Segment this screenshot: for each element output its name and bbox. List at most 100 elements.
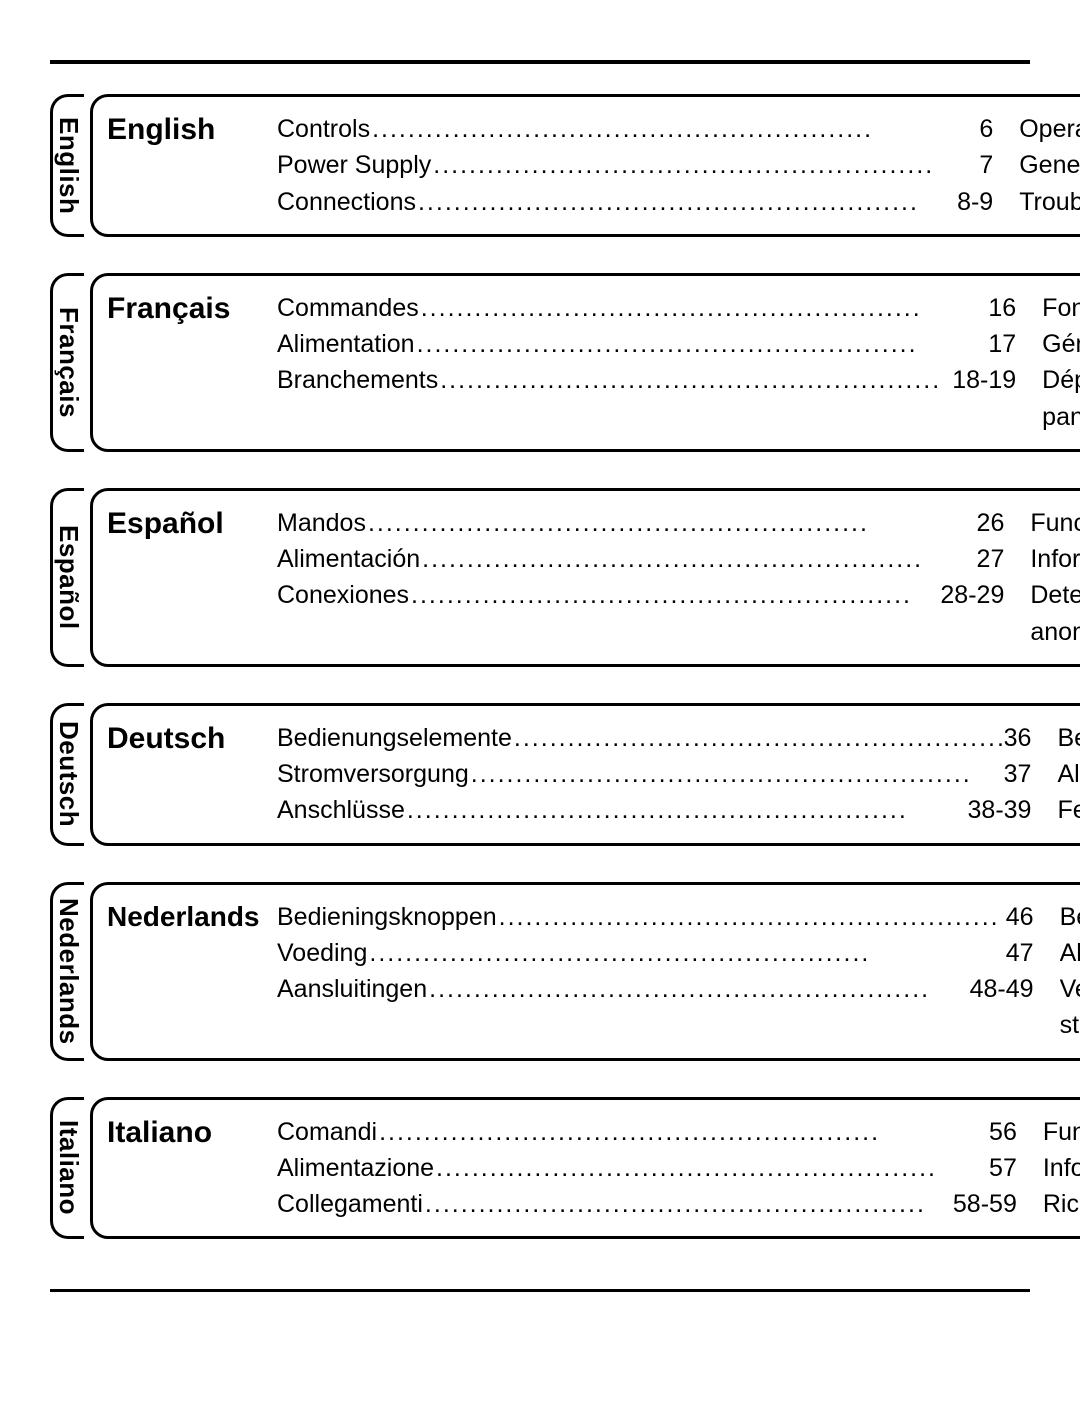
toc-leader-dots: ........................................… xyxy=(370,111,979,147)
toc-entry-pages: 8-9 xyxy=(957,184,993,220)
toc-entry-label: Controls xyxy=(277,111,370,147)
toc-entry: Alimentación............................… xyxy=(277,541,1004,577)
toc-entry-label: Detección de xyxy=(1030,577,1080,613)
toc-column-right: Funzionamento...........................… xyxy=(1043,1114,1080,1223)
toc-column-right: Fonctionnement..........................… xyxy=(1042,290,1080,435)
toc-column-left: Bedieningsknoppen.......................… xyxy=(277,899,1034,1044)
toc-entry: Collegamenti............................… xyxy=(277,1186,1017,1222)
toc-leader-dots: ........................................… xyxy=(427,971,970,1007)
toc-column-left: Commandes...............................… xyxy=(277,290,1016,435)
toc-entry: Operation...............................… xyxy=(1019,111,1080,147)
toc-leader-dots: ........................................… xyxy=(416,184,957,220)
language-tab-label: Deutsch xyxy=(53,721,84,827)
toc-entry-label: storingen xyxy=(1060,1007,1080,1043)
language-box: FrançaisCommandes.......................… xyxy=(90,273,1080,452)
language-tab: Español xyxy=(50,488,84,667)
toc-column-left: Controls................................… xyxy=(277,111,993,220)
toc-entry-label: Bedieningsknoppen xyxy=(277,899,497,935)
bottom-rule xyxy=(50,1289,1030,1292)
toc-entry-label: Troubleshooting xyxy=(1019,184,1080,220)
toc-entry-pages: 26 xyxy=(977,505,1005,541)
toc-entry-label: Verhelpen van xyxy=(1060,971,1080,1007)
toc-entry-pages: 7 xyxy=(979,147,993,183)
toc-entry-label: Stromversorgung xyxy=(277,756,469,792)
toc-entry: Branchements............................… xyxy=(277,362,1016,398)
toc-entry-pages: 37 xyxy=(1004,756,1032,792)
toc-entry-label: Funcionamiento xyxy=(1030,505,1080,541)
toc-leader-dots: ........................................… xyxy=(405,792,968,828)
toc-column-right: Funcionamiento..........................… xyxy=(1030,505,1080,650)
toc-entry: Información general.....................… xyxy=(1030,541,1080,577)
toc-entry: Bedienungselemente......................… xyxy=(277,720,1031,756)
language-section-nederlands: NederlandsNederlandsBedieningsknoppen...… xyxy=(50,882,1030,1061)
toc-entry-label: Conexiones xyxy=(277,577,409,613)
language-tab-label: Italiano xyxy=(53,1120,84,1215)
language-heading: English xyxy=(107,111,267,147)
language-section-espanol: EspañolEspañolMandos....................… xyxy=(50,488,1030,667)
toc-columns: Commandes...............................… xyxy=(277,290,1080,435)
toc-entry: General information.....................… xyxy=(1019,147,1080,183)
toc-entry: Controls................................… xyxy=(277,111,993,147)
toc-entry-label: Branchements xyxy=(277,362,438,398)
toc-leader-dots: ........................................… xyxy=(420,541,976,577)
toc-columns: Bedienungselemente......................… xyxy=(277,720,1080,829)
toc-entry-label: Bediening xyxy=(1060,899,1080,935)
toc-entry: Conexiones..............................… xyxy=(277,577,1004,613)
toc-entry-label: Fonctionnement xyxy=(1042,290,1080,326)
toc-entry-label: General information xyxy=(1019,147,1080,183)
language-heading: Italiano xyxy=(107,1114,267,1150)
toc-leader-dots: ........................................… xyxy=(423,1186,953,1222)
language-box: Italiano Comandi.........................… xyxy=(90,1097,1080,1240)
toc-entry-pages: 18-19 xyxy=(952,362,1016,398)
language-box: DeutschBedienungselemente...............… xyxy=(90,703,1080,846)
toc-entry-pages: 58-59 xyxy=(953,1186,1017,1222)
toc-leader-dots: ........................................… xyxy=(409,577,940,613)
toc-entry-pages: 56 xyxy=(989,1114,1017,1150)
toc-entry: Anschlüsse..............................… xyxy=(277,792,1031,828)
toc-columns: Bedieningsknoppen.......................… xyxy=(277,899,1080,1044)
toc-entry-label: Comandi xyxy=(277,1114,377,1150)
toc-entry-label: Funzionamento xyxy=(1043,1114,1080,1150)
language-tab: Deutsch xyxy=(50,703,84,846)
toc-entry: Stromversorgung.........................… xyxy=(277,756,1031,792)
toc-entry-label: Allg. Informationen xyxy=(1057,756,1080,792)
toc-leader-dots: ........................................… xyxy=(434,1150,989,1186)
language-heading: Español xyxy=(107,505,267,541)
toc-entry-label: Power Supply xyxy=(277,147,431,183)
toc-entry: Funzionamento...........................… xyxy=(1043,1114,1080,1150)
toc-entry-label: Alimentation xyxy=(277,326,415,362)
toc-entry: Alimentazione...........................… xyxy=(277,1150,1017,1186)
toc-entry-label: Dépistage des xyxy=(1042,362,1080,398)
toc-columns: Controls................................… xyxy=(277,111,1080,220)
toc-leader-dots: ........................................… xyxy=(377,1114,989,1150)
sections-container: EnglishEnglishControls..................… xyxy=(50,94,1030,1239)
toc-entry-label: pannes xyxy=(1042,399,1080,435)
toc-entry-label: Informazioni generali xyxy=(1043,1150,1080,1186)
language-tab: Français xyxy=(50,273,84,452)
toc-entry-pages: 48-49 xyxy=(970,971,1034,1007)
language-tab-label: Español xyxy=(53,525,84,630)
language-tab: Nederlands xyxy=(50,882,84,1061)
toc-entry-label: Commandes xyxy=(277,290,419,326)
language-box: English Controls.........................… xyxy=(90,94,1080,237)
toc-column-right: Operation...............................… xyxy=(1019,111,1080,220)
toc-entry: Informazioni generali...................… xyxy=(1043,1150,1080,1186)
toc-entry: Bediening...............................… xyxy=(1060,899,1080,935)
toc-leader-dots: ........................................… xyxy=(438,362,952,398)
language-section-francais: FrançaisFrançaisCommandes...............… xyxy=(50,273,1030,452)
toc-entry-pages: 57 xyxy=(989,1150,1017,1186)
toc-entry-label: Operation xyxy=(1019,111,1080,147)
toc-leader-dots: ........................................… xyxy=(419,290,989,326)
toc-entry: Alimentation............................… xyxy=(277,326,1016,362)
toc-entry: Généralités.............................… xyxy=(1042,326,1080,362)
page: EnglishEnglish Controls..................… xyxy=(0,0,1080,1372)
toc-entry-pages: 16 xyxy=(988,290,1016,326)
toc-entry-label: Bedienungselemente xyxy=(277,720,512,756)
toc-entry-pages: 28-29 xyxy=(940,577,1004,613)
toc-entry-label: Anschlüsse xyxy=(277,792,405,828)
toc-leader-dots: ........................................… xyxy=(415,326,989,362)
toc-entry-label: Généralités xyxy=(1042,326,1080,362)
language-section-italiano: Italiano Italiano Comandi.................… xyxy=(50,1097,1030,1240)
toc-column-left: Bedienungselemente......................… xyxy=(277,720,1031,829)
toc-entry-label: Aansluitingen xyxy=(277,971,427,1007)
